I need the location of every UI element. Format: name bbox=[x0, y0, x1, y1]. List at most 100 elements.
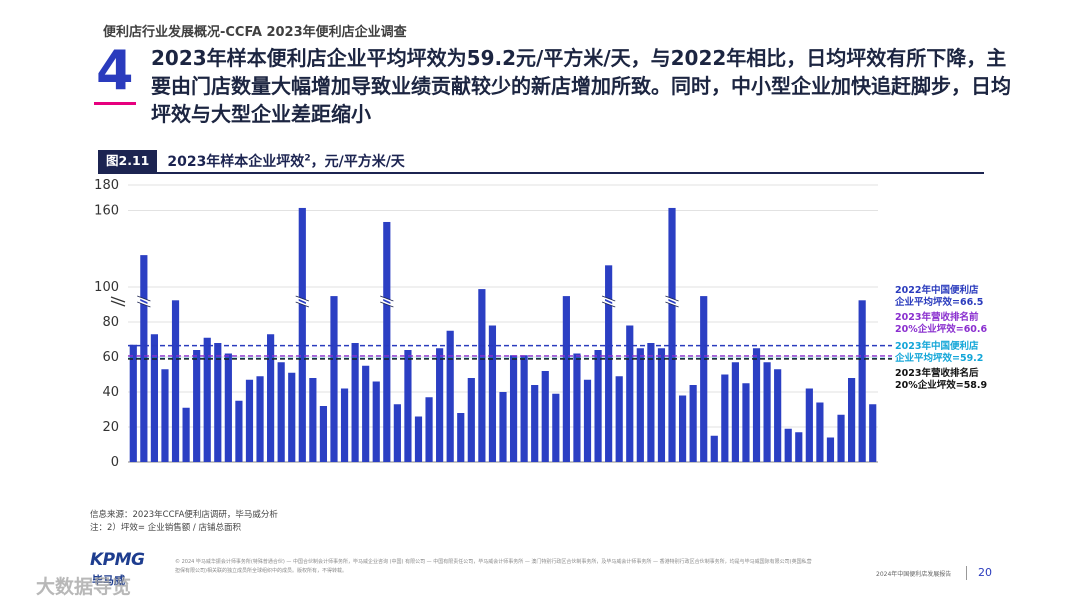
bar bbox=[826, 437, 835, 462]
bar bbox=[150, 334, 158, 462]
bar bbox=[848, 378, 856, 462]
bar-break-mark bbox=[380, 296, 393, 307]
bar-break-mark bbox=[602, 296, 615, 307]
bar-break-outline bbox=[295, 295, 310, 308]
bar bbox=[520, 355, 528, 462]
bar-break-mark bbox=[666, 296, 679, 307]
bar bbox=[594, 350, 602, 462]
y-tick-label: 160 bbox=[94, 204, 119, 219]
bar bbox=[605, 265, 613, 462]
bar bbox=[700, 296, 708, 462]
bar bbox=[562, 296, 570, 462]
bar bbox=[657, 348, 666, 462]
bar bbox=[499, 392, 507, 462]
bar-break-outline bbox=[137, 295, 151, 308]
bar bbox=[668, 207, 676, 462]
legal-disclaimer: © 2024 毕马威华振会计师事务所(特殊普通合伙) — 中国合伙制会计师事务所… bbox=[175, 559, 812, 574]
bar bbox=[731, 362, 739, 462]
bar bbox=[784, 428, 792, 462]
bar bbox=[203, 337, 211, 462]
bar bbox=[372, 381, 380, 462]
kpmg-logo-sub: 毕马威 bbox=[92, 574, 125, 587]
y-tick-label: 20 bbox=[102, 420, 119, 435]
bar bbox=[214, 343, 222, 462]
bar bbox=[182, 407, 190, 462]
formula-note: 注：2）坪效= 企业销售额 / 店铺总面积 bbox=[90, 523, 242, 533]
bar bbox=[531, 385, 539, 462]
bar bbox=[552, 393, 560, 462]
bar bbox=[193, 350, 201, 462]
figure-title-rule bbox=[98, 172, 984, 174]
bar bbox=[256, 376, 264, 462]
chart-bars bbox=[129, 207, 877, 462]
bar bbox=[414, 416, 423, 462]
figure-title: 2023年样本企业坪效2，元/平方米/天 bbox=[167, 151, 404, 171]
bar-break-outline bbox=[380, 295, 394, 308]
chart-reference-lines bbox=[128, 344, 892, 360]
bar bbox=[245, 379, 254, 462]
bar bbox=[425, 397, 433, 462]
bar bbox=[140, 255, 148, 462]
source-line: 信息来源：2023年CCFA便利店调研，毕马威分析 bbox=[90, 510, 278, 520]
y-tick-label: 100 bbox=[94, 280, 119, 295]
figure-title-footnote: 2 bbox=[304, 153, 311, 164]
bar bbox=[721, 374, 729, 462]
bar bbox=[436, 348, 444, 462]
bar bbox=[362, 365, 370, 462]
bar bbox=[509, 355, 518, 462]
reference-label-line1: 2023年营收排名后 bbox=[895, 367, 979, 379]
bar bbox=[636, 348, 644, 462]
bar bbox=[277, 362, 285, 462]
bar bbox=[689, 385, 697, 462]
bar bbox=[171, 300, 180, 462]
section-number-underline bbox=[94, 102, 136, 105]
bar bbox=[647, 343, 655, 462]
bar bbox=[330, 296, 338, 462]
kpmg-logo: KPMG bbox=[90, 550, 145, 570]
report-header-title: 便利店行业发展概况-CCFA 2023年便利店企业调查 bbox=[103, 25, 407, 40]
bar bbox=[319, 406, 328, 462]
bar bbox=[541, 371, 549, 462]
y-tick-label: 60 bbox=[102, 350, 119, 365]
bar bbox=[224, 353, 232, 462]
watermark: 大数据导览 bbox=[36, 576, 132, 598]
bar bbox=[235, 400, 243, 462]
bar bbox=[267, 334, 275, 462]
bar bbox=[869, 404, 877, 462]
report-name: 2024年中国便利店发展报告 bbox=[876, 571, 952, 578]
section-number: 4 bbox=[96, 39, 134, 102]
reference-label-line2: 企业平均坪效=59.2 bbox=[894, 352, 983, 364]
reference-label-line1: 2023年营收排名前 bbox=[895, 311, 979, 323]
bar bbox=[340, 388, 349, 462]
reference-label-line2: 企业平均坪效=66.5 bbox=[894, 296, 983, 308]
bar bbox=[626, 325, 634, 462]
bar bbox=[288, 372, 296, 462]
bar bbox=[351, 343, 359, 462]
reference-label-line2: 20%企业坪效=60.6 bbox=[895, 323, 988, 335]
bar-break-mark bbox=[137, 296, 150, 307]
bar bbox=[129, 344, 137, 462]
bar bbox=[383, 221, 391, 462]
bar-break-outline bbox=[665, 295, 679, 308]
bar bbox=[404, 350, 412, 462]
bar bbox=[805, 388, 813, 462]
bar bbox=[457, 413, 465, 462]
y-axis-break-mark bbox=[110, 296, 126, 307]
figure-title-main: 2023年样本企业坪效 bbox=[167, 154, 305, 170]
source-note: 信息来源：2023年CCFA便利店调研，毕马威分析 注：2）坪效= 企业销售额 … bbox=[90, 509, 278, 535]
bar bbox=[774, 369, 782, 462]
bar bbox=[478, 289, 486, 462]
bar bbox=[763, 362, 771, 462]
bar-break-mark bbox=[296, 296, 309, 307]
bar bbox=[488, 325, 497, 462]
y-tick-label: 80 bbox=[102, 315, 119, 330]
y-tick-label: 40 bbox=[102, 385, 119, 400]
bar bbox=[816, 402, 824, 462]
bar bbox=[573, 353, 581, 462]
bar bbox=[298, 207, 306, 462]
figure-title-bar: 图2.11 2023年样本企业坪效2，元/平方米/天 bbox=[98, 150, 405, 172]
bar bbox=[309, 378, 317, 462]
reference-label-line1: 2023年中国便利店 bbox=[895, 340, 979, 352]
bar bbox=[837, 414, 845, 462]
